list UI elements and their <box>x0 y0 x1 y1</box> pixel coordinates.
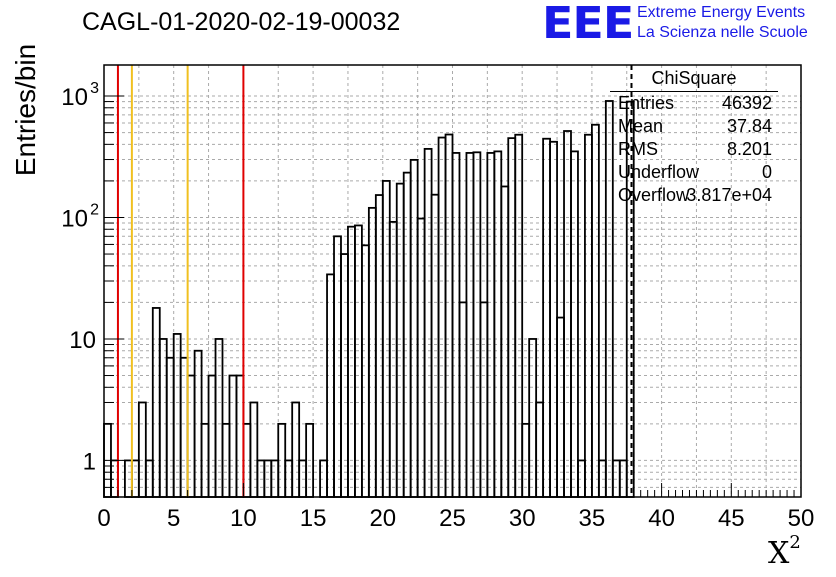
stats-row: RMS 8.201 <box>610 138 778 161</box>
histogram-bin <box>347 225 356 498</box>
histogram-bin <box>333 235 342 498</box>
logo-line-1: Extreme Energy Events <box>637 4 806 21</box>
x-tick-label: 20 <box>369 505 396 532</box>
histogram-bin <box>451 152 461 498</box>
histogram-bin <box>500 185 510 498</box>
y-tick-label: 1 <box>83 448 96 475</box>
histogram-bin <box>514 133 524 498</box>
y-tick-label: 10 <box>61 84 88 111</box>
histogram-bin <box>326 273 335 498</box>
histogram-bin <box>493 150 503 498</box>
histogram-bin <box>179 356 189 498</box>
x-axis-title-base: X <box>768 536 790 571</box>
stats-box: ChiSquare Entries 46392 Mean 37.84 RMS 8.20… <box>610 68 778 207</box>
y-axis-title: Entries/bin <box>10 43 41 177</box>
x-axis-title-sup: 2 <box>789 532 801 553</box>
histogram-bin <box>165 356 175 498</box>
eee-logo: EEE <box>542 0 634 49</box>
stats-key: RMS <box>618 139 658 159</box>
histogram-bin <box>444 133 454 498</box>
histogram-bin <box>472 151 482 498</box>
stats-value: 46392 <box>721 93 772 113</box>
x-tick-label: 25 <box>439 505 466 532</box>
histogram-bin <box>402 171 412 498</box>
stats-key: Underflow <box>618 162 700 182</box>
stats-value: 8.201 <box>726 139 772 159</box>
y-tick-label: 10 <box>61 205 88 232</box>
histogram-bin <box>158 338 168 498</box>
stats-value: 3.817e+04 <box>686 185 772 205</box>
y-tick-exponent: 3 <box>90 80 99 97</box>
histogram-bin <box>214 338 224 498</box>
histogram-bin <box>528 338 538 498</box>
histogram-bin <box>535 401 545 498</box>
histogram-bin <box>542 137 551 498</box>
stats-row: Mean 37.84 <box>610 115 778 138</box>
stats-value: 0 <box>761 162 772 182</box>
stats-row: Entries 46392 <box>610 92 778 115</box>
chart-title: CAGL-01-2020-02-19-00032 <box>82 8 401 36</box>
x-tick-label: 5 <box>167 505 180 532</box>
histogram-bin <box>430 193 440 498</box>
stats-row: Underflow 0 <box>610 161 778 184</box>
histogram-bin <box>249 401 259 498</box>
x-tick-label: 35 <box>579 505 606 532</box>
histogram-bin <box>291 401 301 498</box>
histogram-bin <box>584 133 593 498</box>
stats-row: Overflow 3.817e+04 <box>610 184 778 207</box>
stats-key: Entries <box>618 93 675 113</box>
histogram-bin <box>395 182 405 498</box>
histogram-bin <box>570 150 579 498</box>
histogram-bin <box>137 401 147 498</box>
x-axis-title: X2 <box>768 532 801 571</box>
histogram-bin <box>423 147 433 498</box>
histogram-bin <box>549 140 558 498</box>
histogram-bin <box>409 158 419 498</box>
histogram-bin <box>458 301 468 498</box>
histogram-bin <box>507 137 517 498</box>
x-tick-label: 15 <box>300 505 327 532</box>
histogram-bin <box>465 152 475 498</box>
y-tick-exponent: 2 <box>90 201 99 218</box>
x-tick-label: 0 <box>97 505 110 532</box>
logo-line-2: La Scienza nelle Scuole <box>637 24 808 41</box>
stats-key: Mean <box>618 116 664 136</box>
histogram-bin <box>374 194 384 498</box>
histogram-bin <box>479 301 489 498</box>
x-tick-label: 30 <box>509 505 536 532</box>
histogram-bin <box>360 244 370 498</box>
y-tick-label: 10 <box>69 327 96 354</box>
histogram-bin <box>388 220 398 498</box>
stats-box-title: ChiSquare <box>610 68 778 92</box>
histogram-bin <box>367 206 377 498</box>
stats-value: 37.84 <box>726 116 772 136</box>
x-tick-label: 50 <box>788 505 815 532</box>
x-tick-label: 10 <box>230 505 257 532</box>
histogram-bin <box>563 130 572 498</box>
histogram-bin <box>486 152 496 498</box>
stats-key: Overflow <box>618 185 690 205</box>
x-tick-label: 40 <box>648 505 675 532</box>
x-tick-label: 45 <box>718 505 745 532</box>
histogram-bin <box>437 136 447 498</box>
